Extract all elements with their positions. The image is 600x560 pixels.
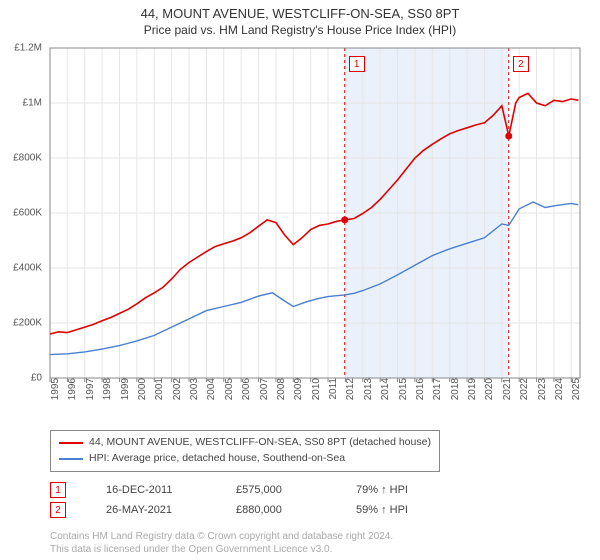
x-tick-label: 1998: [102, 378, 113, 418]
sale-marker-icon: 1: [50, 482, 66, 498]
attribution-footer: Contains HM Land Registry data © Crown c…: [50, 531, 393, 556]
x-tick-label: 2002: [172, 378, 183, 418]
x-tick-label: 1996: [67, 378, 78, 418]
x-tick-label: 2008: [276, 378, 287, 418]
sale-hpi: 79% ↑ HPI: [356, 484, 446, 496]
sale-price: £880,000: [236, 504, 316, 516]
x-tick-label: 1997: [85, 378, 96, 418]
chart-svg: [50, 48, 580, 378]
chart-plot-area: [50, 48, 580, 378]
legend-swatch-hpi: [59, 458, 83, 460]
x-tick-label: 2012: [345, 378, 356, 418]
event-marker-label: 1: [349, 56, 365, 72]
x-tick-label: 2016: [415, 378, 426, 418]
x-tick-label: 2009: [293, 378, 304, 418]
x-tick-label: 2023: [537, 378, 548, 418]
x-tick-label: 2003: [189, 378, 200, 418]
y-tick-label: £600K: [0, 208, 42, 219]
x-tick-label: 2020: [484, 378, 495, 418]
sales-table: 1 16-DEC-2011 £575,000 79% ↑ HPI 2 26-MAY-202…: [50, 480, 446, 520]
footer-line-1: Contains HM Land Registry data © Crown c…: [50, 531, 393, 544]
x-tick-label: 2000: [137, 378, 148, 418]
x-tick-label: 2013: [363, 378, 374, 418]
chart-subtitle: Price paid vs. HM Land Registry's House …: [0, 21, 600, 37]
legend-label-property: 44, MOUNT AVENUE, WESTCLIFF-ON-SEA, SS0 …: [89, 435, 431, 451]
x-tick-label: 2001: [154, 378, 165, 418]
y-tick-label: £800K: [0, 153, 42, 164]
x-tick-label: 2006: [241, 378, 252, 418]
x-tick-label: 2022: [519, 378, 530, 418]
x-tick-label: 2024: [554, 378, 565, 418]
x-tick-label: 2010: [311, 378, 322, 418]
x-tick-label: 1995: [50, 378, 61, 418]
chart-title: 44, MOUNT AVENUE, WESTCLIFF-ON-SEA, SS0 …: [0, 0, 600, 21]
x-tick-label: 2017: [432, 378, 443, 418]
x-tick-label: 2021: [502, 378, 513, 418]
event-marker-label: 2: [513, 56, 529, 72]
legend-label-hpi: HPI: Average price, detached house, Sout…: [89, 451, 345, 467]
x-tick-label: 2019: [467, 378, 478, 418]
legend-box: 44, MOUNT AVENUE, WESTCLIFF-ON-SEA, SS0 …: [50, 430, 440, 472]
x-tick-label: 2005: [224, 378, 235, 418]
y-tick-label: £200K: [0, 318, 42, 329]
sale-hpi: 59% ↑ HPI: [356, 504, 446, 516]
y-tick-label: £0: [0, 373, 42, 384]
x-tick-label: 2014: [380, 378, 391, 418]
y-tick-label: £400K: [0, 263, 42, 274]
x-tick-label: 2004: [206, 378, 217, 418]
legend-item-hpi: HPI: Average price, detached house, Sout…: [59, 451, 431, 467]
x-tick-label: 2011: [328, 378, 339, 418]
chart-container: 44, MOUNT AVENUE, WESTCLIFF-ON-SEA, SS0 …: [0, 0, 600, 560]
x-tick-label: 2025: [571, 378, 582, 418]
sale-date: 26-MAY-2021: [106, 504, 196, 516]
sale-date: 16-DEC-2011: [106, 484, 196, 496]
legend-swatch-property: [59, 442, 83, 444]
x-axis-labels: 1995 1996 1997 1998 1999 2000 2001 2002 2003 2004…: [50, 378, 580, 428]
footer-line-2: This data is licensed under the Open Gov…: [50, 544, 393, 557]
sales-row: 1 16-DEC-2011 £575,000 79% ↑ HPI: [50, 480, 446, 500]
x-tick-label: 2015: [398, 378, 409, 418]
y-tick-label: £1.2M: [0, 43, 42, 54]
sales-row: 2 26-MAY-2021 £880,000 59% ↑ HPI: [50, 500, 446, 520]
sale-marker-icon: 2: [50, 502, 66, 518]
x-tick-label: 2007: [259, 378, 270, 418]
legend-item-property: 44, MOUNT AVENUE, WESTCLIFF-ON-SEA, SS0 …: [59, 435, 431, 451]
x-tick-label: 2018: [450, 378, 461, 418]
sale-price: £575,000: [236, 484, 316, 496]
x-tick-label: 1999: [120, 378, 131, 418]
y-tick-label: £1M: [0, 98, 42, 109]
